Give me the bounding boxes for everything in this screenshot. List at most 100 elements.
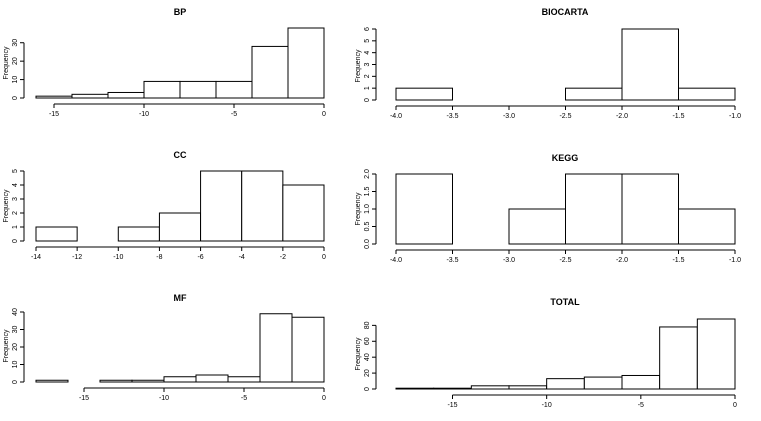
x-tick-label: 0 — [733, 402, 737, 409]
y-tick-label: 30 — [12, 39, 19, 47]
x-tick-label: -15 — [79, 395, 89, 402]
histogram-bar — [395, 387, 435, 390]
x-tick-label: -3.0 — [503, 113, 515, 120]
histogram-bar — [621, 28, 679, 101]
x-tick-label: -4.0 — [390, 113, 402, 120]
histogram-bar — [546, 378, 585, 390]
histogram-bar — [287, 27, 325, 99]
y-tick-label: 1.5 — [364, 187, 371, 197]
histogram-bar — [395, 87, 453, 101]
histogram-bar — [195, 374, 229, 383]
x-tick-label: -1.5 — [672, 257, 684, 264]
x-tick-label: 0 — [322, 395, 326, 402]
x-tick-label: -10 — [542, 402, 552, 409]
y-tick-label: 10 — [12, 361, 19, 369]
y-axis-label: Frequency — [355, 192, 362, 226]
histogram-bar — [35, 95, 73, 99]
histogram-bar — [508, 208, 566, 245]
histogram-bar — [35, 226, 78, 242]
x-tick-label: -15 — [49, 111, 59, 118]
histogram-bar — [621, 173, 679, 245]
histogram-bar — [200, 170, 243, 242]
histogram-bar — [163, 376, 197, 383]
panel-kegg: KEGG Frequency -4.0 -3.5 -3.0 -2.5 -2.0 -1.5 -… — [355, 153, 741, 264]
y-tick-label: 0.0 — [364, 239, 371, 249]
histogram-bar — [215, 80, 253, 99]
x-tick-label: -2.5 — [559, 113, 571, 120]
histogram-bar — [35, 379, 69, 383]
histogram-bar — [678, 208, 736, 245]
y-axis-label: Frequency — [3, 189, 10, 223]
chart-title: BIOCARTA — [542, 7, 589, 17]
histogram-bar — [71, 93, 109, 99]
histogram-bar — [179, 80, 217, 99]
y-tick-label: 2 — [364, 74, 371, 78]
histogram-bar — [433, 387, 472, 390]
y-tick-label: 20 — [12, 57, 19, 65]
y-tick-label: 0 — [12, 380, 19, 384]
y-tick-label: 4 — [364, 51, 371, 55]
histogram-bar — [508, 385, 548, 390]
x-tick-label: -2.0 — [616, 113, 628, 120]
y-tick-label: 40 — [364, 353, 371, 361]
histogram-bar — [158, 212, 202, 242]
x-tick-label: -10 — [159, 395, 169, 402]
x-tick-label: -15 — [447, 402, 457, 409]
histogram-bar — [470, 385, 510, 390]
histogram-bar — [621, 374, 661, 390]
x-tick-label: -10 — [139, 111, 149, 118]
y-tick-label: 4 — [12, 183, 19, 187]
y-tick-label: 2.0 — [364, 169, 371, 179]
y-tick-label: 5 — [364, 39, 371, 43]
chart-title: KEGG — [552, 153, 579, 163]
panel-cc: CC Frequency -14 -12 -10 -8 -6 -4 -2 0 0 1 2 3 4 5 — [3, 150, 326, 261]
x-tick-label: -3.0 — [503, 257, 515, 264]
y-tick-label: 30 — [12, 326, 19, 334]
histogram-bar — [143, 80, 181, 99]
x-tick-label: -4 — [239, 254, 245, 261]
histogram-bar — [282, 184, 325, 242]
y-tick-label: 1 — [364, 86, 371, 90]
x-tick-label: -3.5 — [446, 257, 458, 264]
histogram-bar — [659, 326, 698, 390]
panel-biocarta: BIOCARTA Frequency -4.0 -3.5 -3.0 -2.5 -2.0 -… — [355, 7, 741, 120]
panel-bp: BP Frequency -15 -10 -5 0 0 10 20 30 — [3, 7, 326, 118]
x-tick-label: -5 — [241, 395, 247, 402]
histogram-bar — [565, 173, 623, 245]
x-tick-label: -1.0 — [729, 257, 741, 264]
y-tick-label: 10 — [12, 76, 19, 84]
panel-total: TOTAL Frequency -15 -10 -5 0 0 20 40 60 80 — [355, 297, 737, 409]
y-tick-label: 1 — [12, 225, 19, 229]
y-axis-label: Frequency — [3, 46, 10, 80]
x-tick-label: 0 — [322, 111, 326, 118]
x-tick-label: -1.0 — [729, 113, 741, 120]
histogram-bar — [678, 87, 736, 101]
histogram-bar — [107, 91, 145, 99]
histogram-bar — [99, 379, 133, 383]
y-tick-label: 0 — [364, 98, 371, 102]
chart-title: BP — [174, 7, 187, 17]
y-axis-label: Frequency — [355, 337, 362, 371]
y-tick-label: 80 — [364, 321, 371, 329]
y-axis-label: Frequency — [3, 329, 10, 363]
x-tick-label: -8 — [156, 254, 162, 261]
x-tick-label: -5 — [231, 111, 237, 118]
y-tick-label: 6 — [364, 27, 371, 31]
x-tick-label: -5 — [638, 402, 644, 409]
x-tick-label: -4.0 — [390, 257, 402, 264]
x-tick-label: -10 — [113, 254, 123, 261]
x-tick-label: -14 — [31, 254, 41, 261]
y-tick-label: 5 — [12, 169, 19, 173]
histogram-bar — [241, 170, 284, 242]
x-tick-label: -2.0 — [616, 257, 628, 264]
histogram-bar — [227, 376, 261, 383]
y-tick-label: 60 — [364, 337, 371, 345]
x-tick-label: -6 — [197, 254, 203, 261]
histogram-bar — [395, 173, 453, 245]
histogram-bar — [251, 45, 289, 99]
y-tick-label: 40 — [12, 308, 19, 316]
y-tick-label: 20 — [364, 369, 371, 377]
histogram-bar — [696, 318, 736, 390]
chart-title: TOTAL — [550, 297, 580, 307]
